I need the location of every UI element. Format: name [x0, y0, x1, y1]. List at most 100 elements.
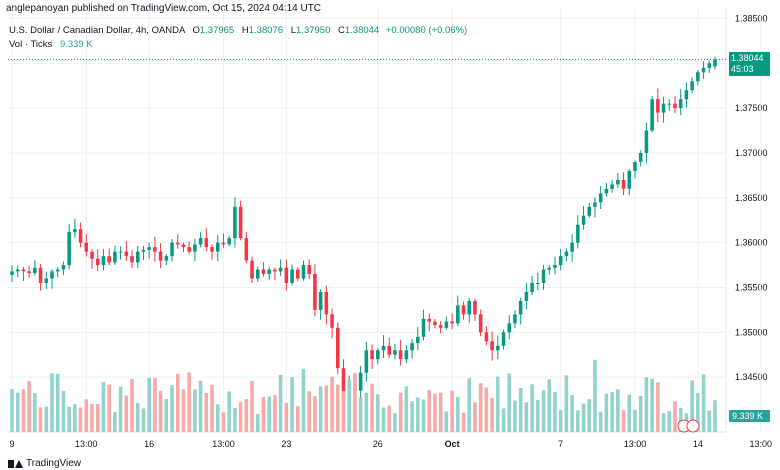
candle-body	[661, 103, 666, 113]
volume-bar	[616, 389, 620, 432]
volume-bar	[250, 380, 254, 432]
volume-bar	[175, 373, 180, 432]
candle-body	[198, 238, 203, 245]
volume-bar	[347, 379, 351, 432]
volume-bar	[227, 391, 231, 432]
volume-bar	[570, 395, 574, 432]
candle-body	[278, 267, 283, 272]
volume-bar	[124, 395, 129, 432]
volume-bar	[496, 376, 500, 432]
volume-bar	[444, 411, 449, 432]
price-chart[interactable]: 1.385001.380001.375001.370001.365001.360…	[0, 8, 780, 460]
candle-body	[381, 345, 386, 351]
candle-body	[78, 229, 83, 243]
candle-body	[296, 269, 300, 279]
candle-body	[10, 271, 14, 275]
footer: TradingView	[8, 458, 81, 469]
volume-bar	[238, 402, 243, 432]
candle-body	[456, 305, 460, 324]
close-value: 1.38044	[344, 25, 380, 36]
bar-countdown: 45:03	[731, 64, 754, 74]
candle-body	[107, 256, 111, 263]
x-tick-label: 13:00	[212, 439, 235, 449]
candle-body	[387, 345, 391, 355]
volume-bar	[558, 410, 563, 432]
volume-bar	[490, 397, 494, 432]
last-price-tag: 1.38044 45:03	[729, 52, 770, 76]
tradingview-logo-icon	[8, 459, 23, 468]
chart-legend: U.S. Dollar / Canadian Dollar, 4h, OANDA…	[9, 24, 467, 52]
volume-bar	[318, 386, 323, 432]
volume-bar	[364, 392, 369, 432]
volume-bar	[301, 368, 306, 432]
candle-body	[558, 256, 563, 266]
candle-body	[421, 318, 426, 337]
volume-bar	[118, 386, 123, 432]
candle-body	[15, 269, 20, 272]
x-tick-label: 7	[558, 439, 563, 449]
candle-body	[553, 265, 557, 268]
x-tick-label: 13:00	[75, 439, 98, 449]
candle-body	[341, 368, 346, 400]
volume-bar	[421, 399, 426, 432]
volume-bar	[313, 396, 317, 432]
candle-body	[393, 350, 397, 355]
volume-bar	[210, 384, 214, 432]
candle-body	[27, 271, 31, 274]
candle-body	[604, 188, 609, 194]
candle-body	[696, 72, 700, 82]
candle-body	[147, 247, 151, 250]
candle-body	[621, 179, 626, 189]
volume-bar	[696, 393, 700, 432]
volume-bar	[393, 413, 397, 432]
x-tick-label: 23	[281, 439, 291, 449]
volume-bar	[135, 402, 140, 432]
candle-body	[484, 332, 489, 342]
candle-body	[358, 372, 363, 391]
volume-bar	[621, 410, 626, 432]
volume-label[interactable]: Vol · Ticks	[9, 39, 53, 50]
y-tick-label: 1.37000	[735, 148, 768, 158]
volume-bar	[478, 383, 483, 432]
publisher-line: anglepanoyan published on TradingView.co…	[6, 3, 322, 14]
volume-bar	[701, 374, 706, 432]
volume-bar	[147, 377, 151, 432]
candle-body	[461, 305, 466, 315]
candle-body	[673, 103, 677, 109]
candle-body	[496, 345, 500, 351]
volume-bar	[518, 387, 523, 432]
volume-bar	[536, 399, 540, 432]
candle-body	[290, 269, 294, 284]
volume-bar	[336, 384, 340, 432]
symbol-title[interactable]: U.S. Dollar / Canadian Dollar, 4h, OANDA	[9, 25, 185, 36]
candle-body	[650, 99, 654, 131]
volume-bar	[667, 411, 672, 432]
candle-body	[450, 321, 454, 324]
candle-body	[570, 242, 574, 252]
candle-body	[518, 300, 523, 315]
open-label: O	[192, 25, 200, 36]
volume-bar	[473, 402, 477, 432]
volume-bar	[427, 390, 431, 432]
candle-body	[433, 321, 437, 326]
candle-body	[227, 238, 231, 245]
volume-bar	[198, 380, 203, 432]
volume-bar	[244, 399, 249, 432]
candle-body	[376, 350, 380, 360]
candle-body	[135, 251, 140, 263]
candle-body	[141, 249, 146, 252]
volume-bar	[581, 403, 586, 432]
volume-bar	[650, 378, 654, 432]
volume-bar	[627, 394, 632, 432]
volume-bar	[610, 392, 614, 432]
x-tick-label: 13:00	[624, 439, 647, 449]
candle-body	[667, 103, 672, 105]
volume-bar	[261, 397, 266, 432]
candle-body	[38, 267, 43, 284]
candle-body	[67, 231, 71, 266]
x-tick-label: 13:00	[749, 439, 772, 449]
volume-bar	[153, 377, 157, 432]
volume-bar	[101, 382, 106, 432]
candle-body	[261, 269, 266, 275]
volume-bar	[410, 401, 414, 432]
